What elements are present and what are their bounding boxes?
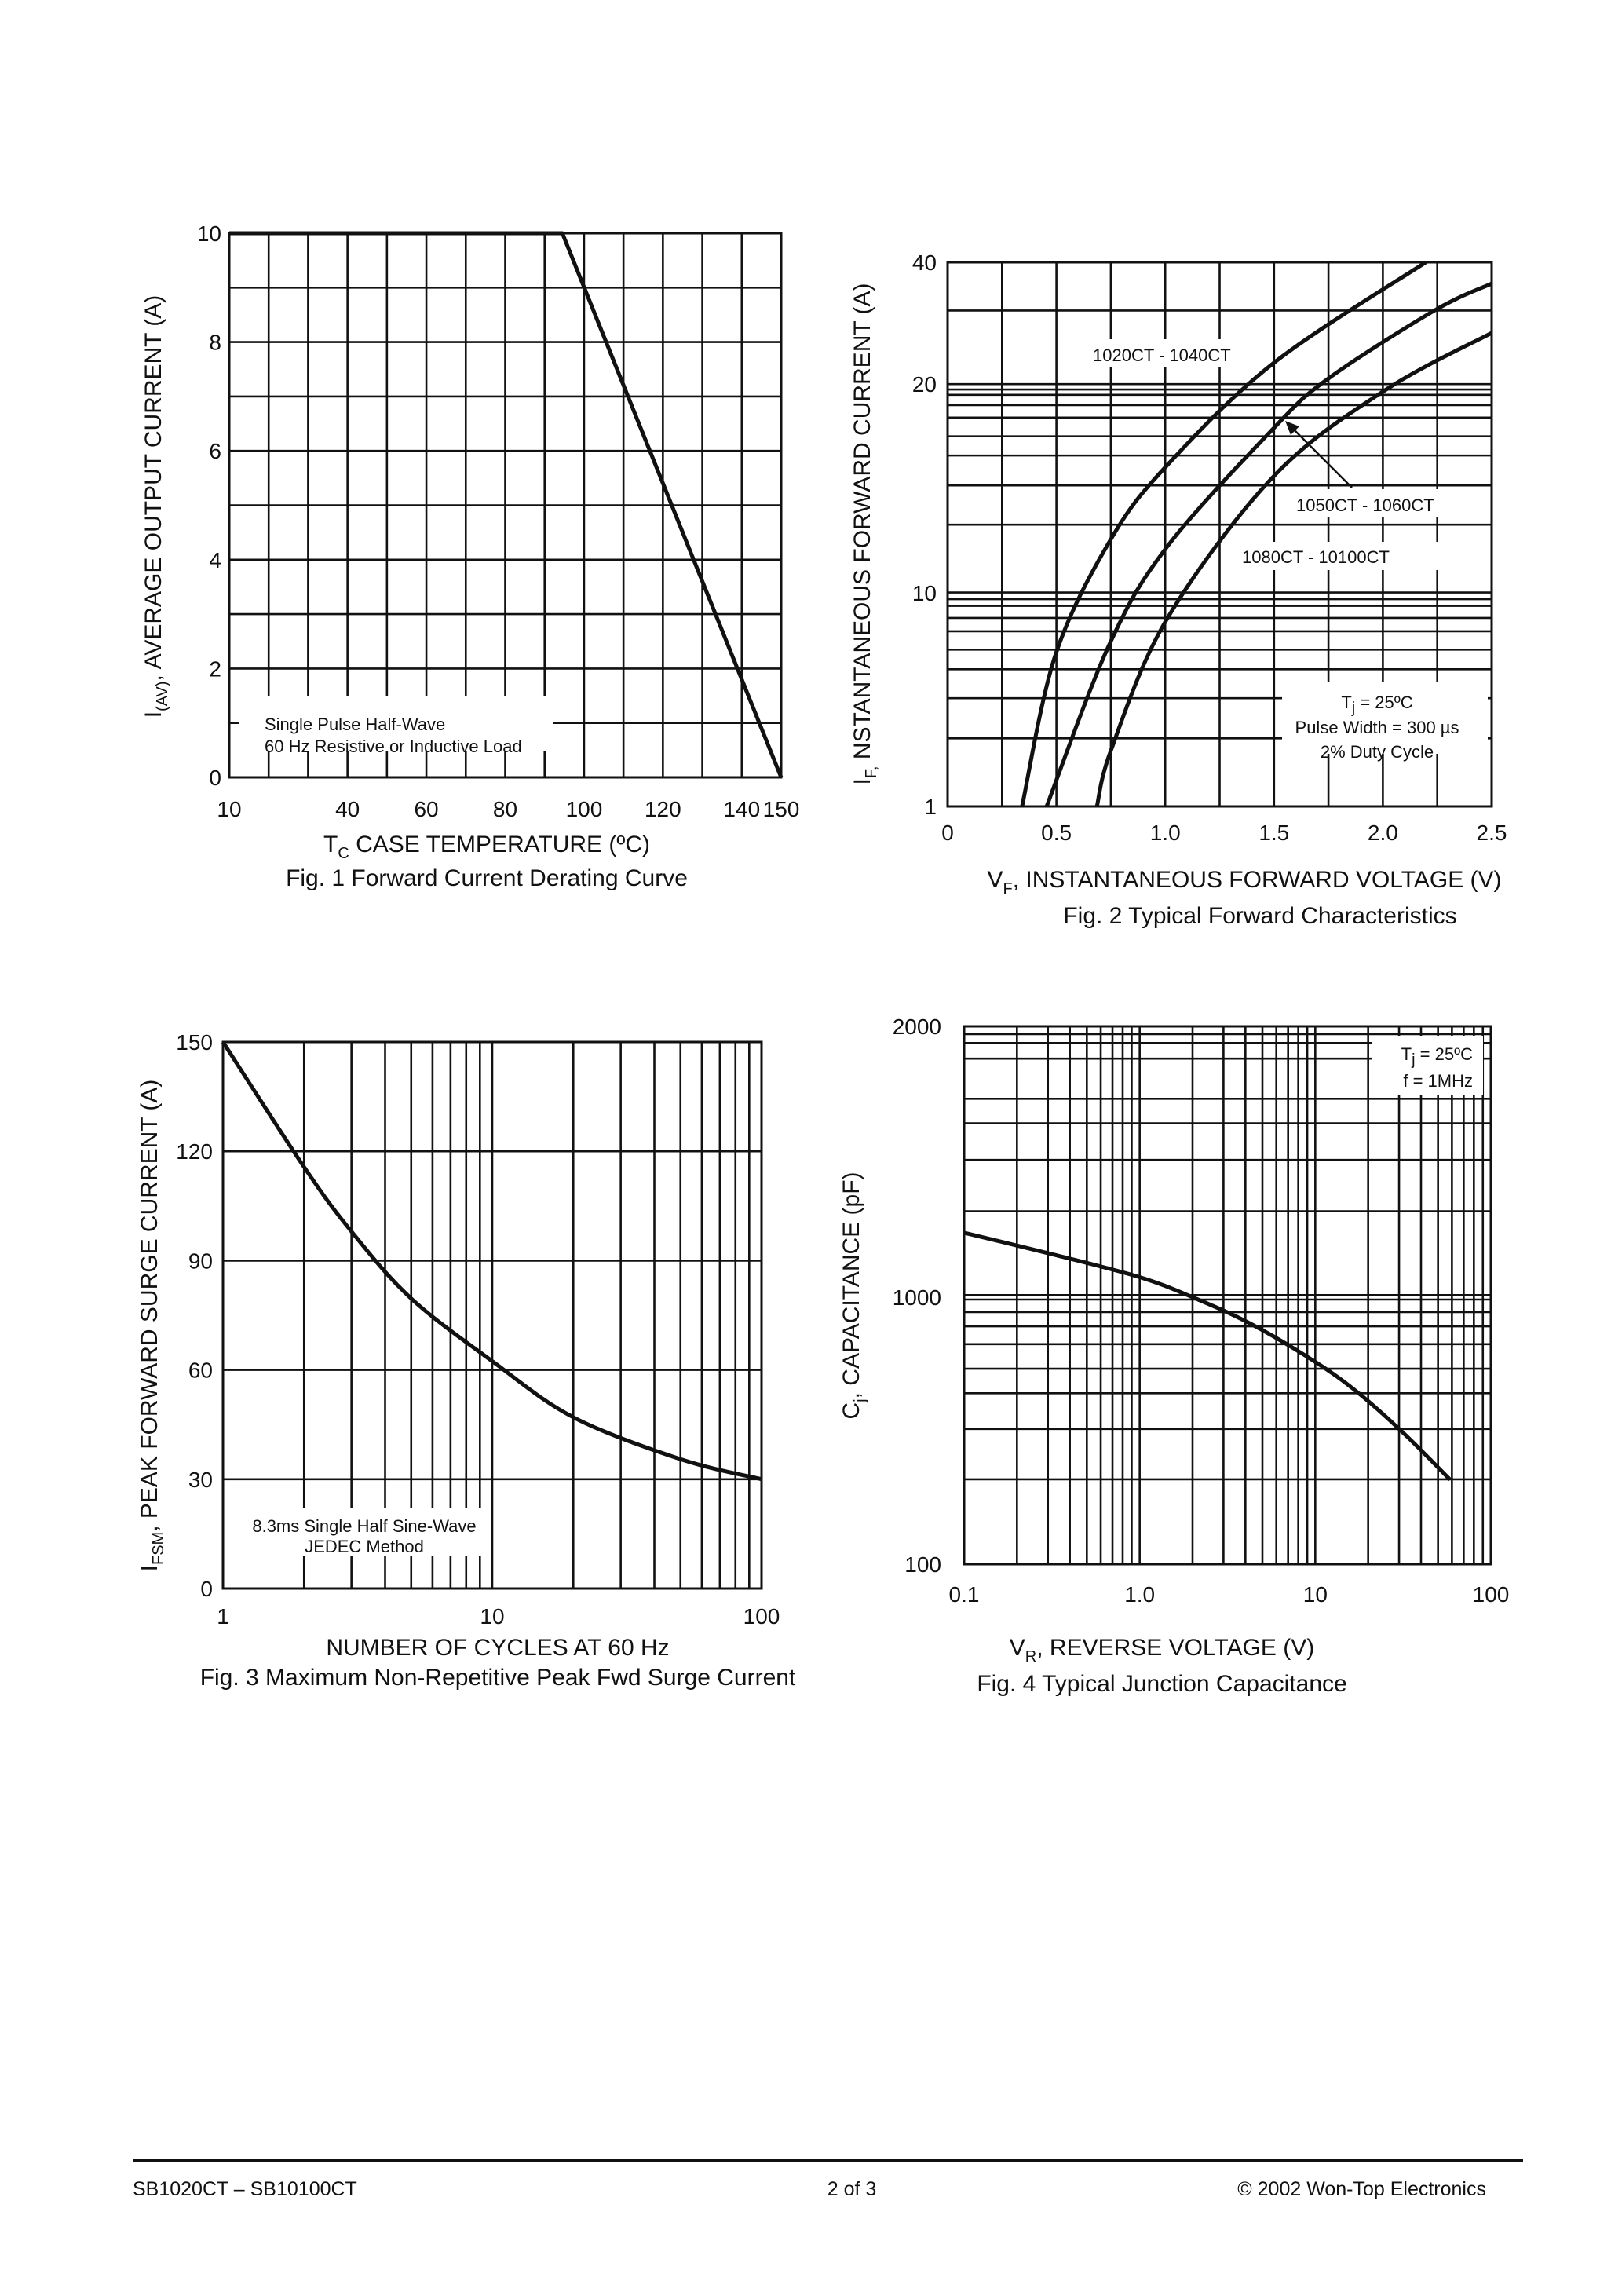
y-tick-label: 1000 [893,1285,941,1310]
annotation-box [1087,339,1244,367]
series-line-1 [1020,260,1427,807]
x-tick-label: 120 [645,797,681,821]
series-label-1020-1040: 1020CT - 1040CT [1093,345,1231,365]
y-tick-label: 150 [176,1030,213,1055]
series-line-1 [221,1040,762,1482]
fig3-ylabel: IFSM, PEAK FORWARD SURGE CURRENT (A) [137,1080,167,1572]
fig1-annotation-line1: Single Pulse Half-Wave [265,715,445,734]
fig4-condition-freq: f = 1MHz [1403,1071,1473,1091]
y-tick-label: 6 [209,439,221,463]
x-tick-label: 1.0 [1124,1582,1155,1607]
x-tick-label: 2.5 [1477,821,1507,845]
fig2-ylabel: IF, NSTANTANEOUS FORWARD CURRENT (A) [849,283,880,785]
fig4-ylabel: Cj, CAPACITANCE (pF) [838,1172,869,1419]
x-tick-label: 1 [217,1604,229,1629]
fig2-condition-tj: Tj = 25ºC [1341,693,1412,717]
footer-page-number: 2 of 3 [827,2178,877,2200]
fig2-condition-pulse: Pulse Width = 300 µs [1295,718,1459,737]
y-tick-label: 100 [904,1552,941,1577]
y-tick-label: 10 [197,221,221,246]
fig4-condition-tj: Tj = 25ºC [1401,1044,1473,1069]
y-tick-label: 1 [924,795,937,819]
x-tick-label: 10 [217,797,241,821]
y-tick-label: 4 [209,548,221,572]
plot-frame [221,1040,763,1590]
annotation-box [225,1508,487,1556]
x-tick-label: 100 [743,1604,780,1629]
x-tick-label: 140 [723,797,760,821]
y-tick-label: 30 [188,1468,213,1492]
fig2-condition-duty: 2% Duty Cycle [1321,742,1434,762]
arrow-head-icon [1285,421,1299,435]
fig3-annotation-line2: JEDEC Method [305,1537,424,1556]
plot-frame [963,1025,1492,1566]
series-label-1080-10100: 1080CT - 10100CT [1242,547,1390,567]
y-tick-label: 40 [912,250,937,275]
x-tick-label: 0.5 [1041,821,1072,845]
x-tick-label: 2.0 [1368,821,1398,845]
x-tick-label: 60 [414,797,438,821]
fig3-xlabel: NUMBER OF CYCLES AT 60 Hz [326,1635,669,1661]
fig1-caption: Fig. 1 Forward Current Derating Curve [286,865,688,891]
x-tick-label: 150 [763,797,800,821]
x-tick-label: 0 [941,821,954,845]
fig1-xlabel: TC CASE TEMPERATURE (ºC) [323,832,650,862]
fig2-forward-characteristics-chart: 0 0.5 1.0 1.5 2.0 2.5 1 10 20 40 [912,250,1507,845]
series-label-1050-1060: 1050CT - 1060CT [1296,495,1434,515]
x-tick-label: 1.5 [1259,821,1289,845]
leader-arrow-line [1288,424,1353,488]
y-tick-label: 10 [912,581,937,605]
y-tick-label: 0 [200,1577,213,1601]
y-tick-label: 20 [912,372,937,397]
fig1-derating-chart: 10 40 60 80 100 120 140 150 0 2 4 6 8 10 [197,221,800,821]
y-tick-label: 0 [209,766,221,790]
fig4-caption: Fig. 4 Typical Junction Capacitance [977,1671,1346,1697]
fig1-ylabel: I(AV), AVERAGE OUTPUT CURRENT (A) [141,295,171,718]
x-tick-label: 1.0 [1150,821,1181,845]
x-tick-label: 100 [566,797,603,821]
x-tick-label: 0.1 [949,1582,980,1607]
fig3-surge-current-chart: 1 10 100 0 30 60 90 120 150 [176,1030,780,1629]
x-tick-label: 100 [1473,1582,1510,1607]
annotation-box [1238,542,1458,570]
y-tick-label: 2 [209,656,221,681]
fig4-junction-capacitance-chart: 0.1 1.0 10 100 100 1000 2000 [893,1015,1510,1607]
y-tick-label: 8 [209,331,221,355]
series-line-3 [1094,331,1493,807]
fig3-annotation-line1: 8.3ms Single Half Sine-Wave [252,1516,476,1536]
fig1-annotation-line2: 60 Hz Resistive or Inductive Load [265,737,522,756]
annotation-box [1291,489,1476,517]
series-line-1 [229,231,784,778]
y-tick-label: 90 [188,1249,213,1273]
annotation-box [1282,682,1488,754]
x-tick-label: 10 [1303,1582,1328,1607]
fig3-caption: Fig. 3 Maximum Non-Repetitive Peak Fwd S… [200,1665,796,1691]
fig4-xlabel: VR, REVERSE VOLTAGE (V) [1010,1635,1314,1665]
y-tick-label: 60 [188,1358,213,1383]
plot-frame [946,261,1493,808]
series-line-2 [1044,281,1493,807]
footer-part-number: SB1020CT – SB10100CT [133,2178,357,2200]
fig2-caption: Fig. 2 Typical Forward Characteristics [1063,903,1456,929]
footer-copyright: © 2002 Won-Top Electronics [1237,2178,1486,2200]
x-tick-label: 40 [335,797,360,821]
y-tick-label: 2000 [893,1015,941,1039]
x-tick-label: 10 [480,1604,504,1629]
series-line-1 [963,1230,1452,1482]
x-tick-label: 80 [493,797,517,821]
fig2-xlabel: VF, INSTANTANEOUS FORWARD VOLTAGE (V) [987,867,1501,898]
annotation-box [1372,1036,1483,1095]
annotation-box [239,696,553,751]
y-tick-label: 120 [176,1139,213,1164]
